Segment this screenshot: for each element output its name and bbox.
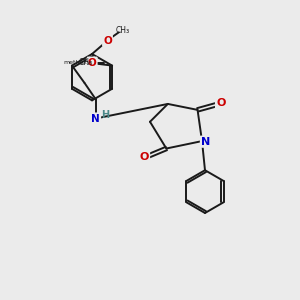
Text: H: H — [101, 110, 109, 120]
Text: O: O — [140, 152, 149, 162]
Text: O: O — [216, 98, 225, 108]
Text: CH₃: CH₃ — [79, 58, 93, 67]
Text: O: O — [88, 58, 97, 68]
Text: N: N — [91, 113, 100, 124]
Text: O: O — [103, 36, 112, 46]
Text: N: N — [201, 137, 210, 147]
Text: methoxy: methoxy — [64, 60, 91, 65]
Text: CH₃: CH₃ — [116, 26, 130, 35]
